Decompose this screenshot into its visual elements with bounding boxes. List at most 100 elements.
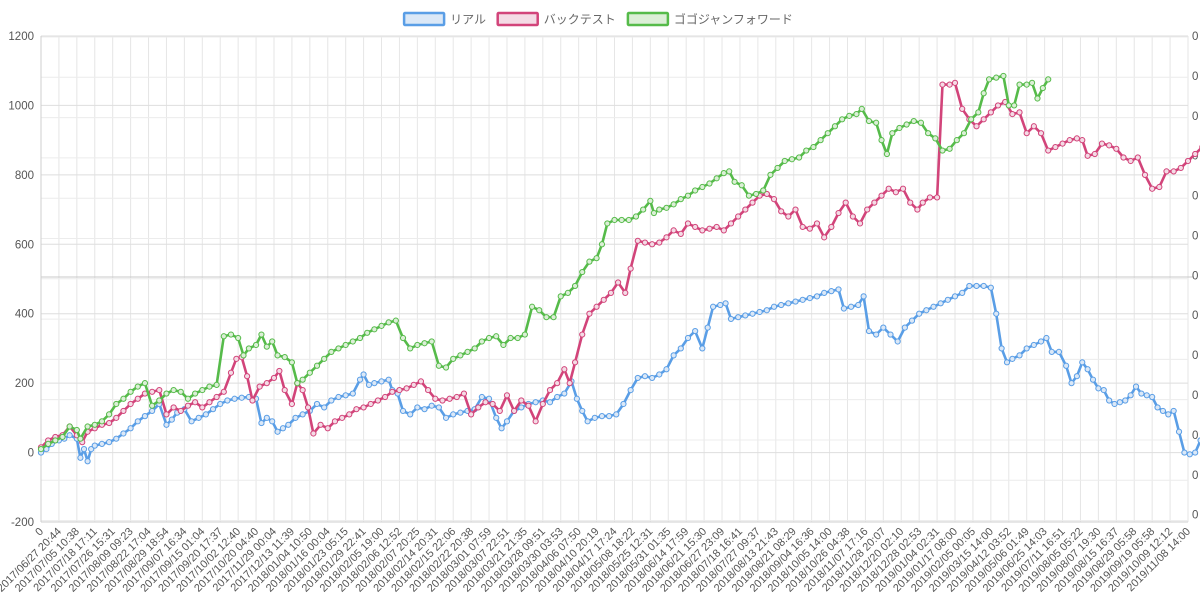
data-point xyxy=(768,172,773,177)
data-point xyxy=(572,360,577,365)
data-point xyxy=(454,394,459,399)
data-point xyxy=(994,75,999,80)
data-point xyxy=(626,217,631,222)
y-tick-label: 1200 xyxy=(8,31,34,43)
data-point xyxy=(1040,85,1045,90)
data-point xyxy=(121,408,126,413)
data-point xyxy=(693,188,698,193)
data-point xyxy=(920,200,925,205)
data-point xyxy=(210,407,215,412)
data-point xyxy=(178,389,183,394)
data-point xyxy=(927,195,932,200)
data-point xyxy=(218,401,223,406)
data-point xyxy=(225,398,230,403)
data-point xyxy=(361,372,366,377)
data-point xyxy=(976,110,981,115)
data-point xyxy=(537,308,542,313)
data-point xyxy=(107,420,112,425)
data-point xyxy=(322,405,327,410)
data-point xyxy=(782,158,787,163)
data-point xyxy=(671,228,676,233)
data-point xyxy=(78,455,83,460)
data-point xyxy=(779,302,784,307)
data-point xyxy=(332,419,337,424)
data-point xyxy=(250,398,255,403)
data-point xyxy=(519,398,524,403)
data-point xyxy=(540,401,545,406)
data-point xyxy=(1164,169,1169,174)
data-point xyxy=(1121,155,1126,160)
data-point xyxy=(1038,339,1043,344)
data-point xyxy=(1193,151,1198,156)
data-point xyxy=(128,426,133,431)
data-point xyxy=(723,301,728,306)
data-point xyxy=(178,408,183,413)
data-point xyxy=(945,297,950,302)
data-point xyxy=(628,266,633,271)
data-point xyxy=(761,188,766,193)
data-point xyxy=(443,365,448,370)
series-line xyxy=(41,83,1200,448)
data-point xyxy=(866,328,871,333)
data-point xyxy=(372,327,377,332)
y2-tick-label: 0 xyxy=(1192,390,1198,402)
data-point xyxy=(379,323,384,328)
data-point xyxy=(1029,80,1034,85)
data-point xyxy=(829,289,834,294)
data-point xyxy=(469,412,474,417)
data-point xyxy=(390,389,395,394)
data-point xyxy=(1031,124,1036,129)
data-point xyxy=(960,106,965,111)
data-point xyxy=(135,396,140,401)
data-point xyxy=(1046,77,1051,82)
data-point xyxy=(664,367,669,372)
data-point xyxy=(275,429,280,434)
data-point xyxy=(746,193,751,198)
data-point xyxy=(135,419,140,424)
data-point xyxy=(796,155,801,160)
data-point xyxy=(379,379,384,384)
data-point xyxy=(952,294,957,299)
data-point xyxy=(347,412,352,417)
series-0 xyxy=(38,283,1200,464)
data-point xyxy=(836,210,841,215)
data-point xyxy=(193,400,198,405)
data-point xyxy=(522,332,527,337)
data-point xyxy=(433,396,438,401)
data-point xyxy=(635,238,640,243)
data-point xyxy=(886,186,891,191)
data-point xyxy=(479,394,484,399)
data-point xyxy=(900,186,905,191)
data-point xyxy=(142,414,147,419)
data-point xyxy=(185,396,190,401)
y2-tick-label: 0 xyxy=(1192,470,1198,482)
data-point xyxy=(383,394,388,399)
data-point xyxy=(693,328,698,333)
data-point xyxy=(157,398,162,403)
data-point xyxy=(594,304,599,309)
data-point xyxy=(300,387,305,392)
data-point xyxy=(314,401,319,406)
data-point xyxy=(300,377,305,382)
data-point xyxy=(775,165,780,170)
data-point xyxy=(750,311,755,316)
data-point xyxy=(933,136,938,141)
data-point xyxy=(366,382,371,387)
data-point xyxy=(458,410,463,415)
data-point xyxy=(1010,112,1015,117)
data-point xyxy=(196,415,201,420)
data-point xyxy=(562,391,567,396)
data-point xyxy=(890,131,895,136)
data-point xyxy=(1069,381,1074,386)
data-point xyxy=(207,384,212,389)
data-point xyxy=(361,405,366,410)
data-point xyxy=(504,393,509,398)
data-point xyxy=(422,341,427,346)
data-point xyxy=(1139,391,1144,396)
data-point xyxy=(1099,141,1104,146)
data-point xyxy=(587,259,592,264)
data-point xyxy=(150,403,155,408)
data-point xyxy=(918,120,923,125)
data-point xyxy=(451,412,456,417)
